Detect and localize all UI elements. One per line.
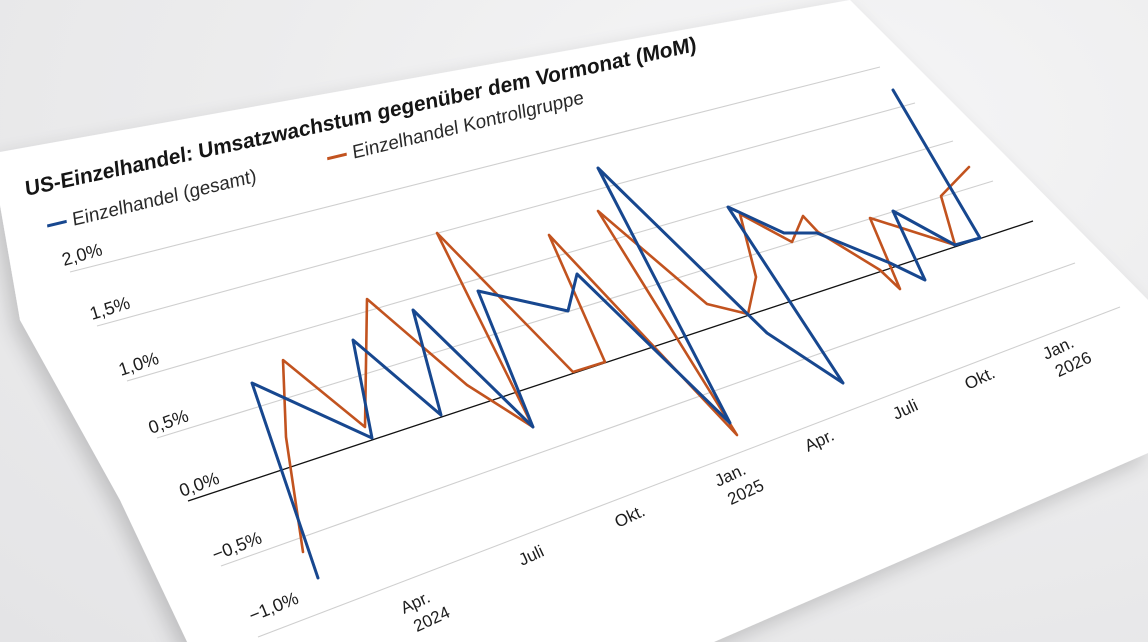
gridlines [69,66,1121,638]
gridline-neg-1-0 [257,306,1121,638]
legend-swatch-total-icon [47,219,67,228]
gridline-1-5 [96,102,916,327]
gridline-1-0 [126,140,954,382]
series-line-control [281,165,971,554]
gridline-2-0 [69,66,881,273]
series-lines [250,88,982,580]
series-line-total [250,88,982,580]
gridline-neg-0-5 [220,262,1076,567]
x-axis: Apr. 2024 Juli Okt. Jan. 2025 Apr. Juli … [398,333,1095,636]
legend-swatch-control-icon [327,152,347,161]
gridline-0-5 [156,180,994,439]
